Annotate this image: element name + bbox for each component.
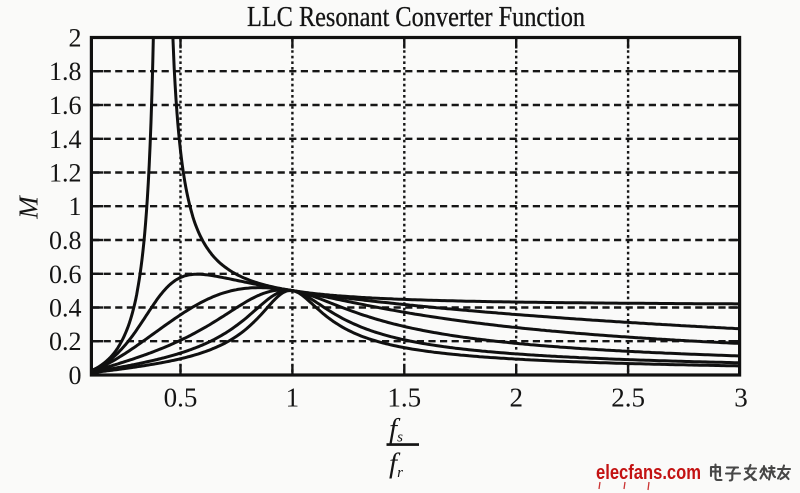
svg-text:0.5: 0.5 bbox=[164, 383, 198, 413]
svg-text:1.4: 1.4 bbox=[49, 125, 82, 154]
svg-text:0: 0 bbox=[69, 361, 82, 390]
svg-text:2: 2 bbox=[69, 24, 82, 53]
svg-text:2.5: 2.5 bbox=[611, 383, 645, 413]
svg-text:M: M bbox=[14, 195, 44, 220]
svg-text:1: 1 bbox=[69, 192, 82, 221]
svg-text:1.2: 1.2 bbox=[49, 159, 82, 188]
svg-text:0.6: 0.6 bbox=[49, 260, 82, 289]
svg-text:1: 1 bbox=[286, 383, 300, 413]
svg-text:0.8: 0.8 bbox=[49, 226, 82, 255]
svg-text:0.4: 0.4 bbox=[49, 294, 82, 323]
svg-text:LLC Resonant Converter Functio: LLC Resonant Converter Function bbox=[247, 2, 585, 33]
svg-text:1.8: 1.8 bbox=[49, 57, 82, 86]
svg-text:3: 3 bbox=[734, 383, 748, 413]
svg-text:1.5: 1.5 bbox=[387, 383, 421, 413]
svg-text:1.6: 1.6 bbox=[49, 91, 82, 120]
svg-text:elecfans.com: elecfans.com bbox=[596, 462, 701, 484]
svg-text:2: 2 bbox=[509, 383, 523, 413]
svg-text:0.2: 0.2 bbox=[49, 327, 82, 356]
